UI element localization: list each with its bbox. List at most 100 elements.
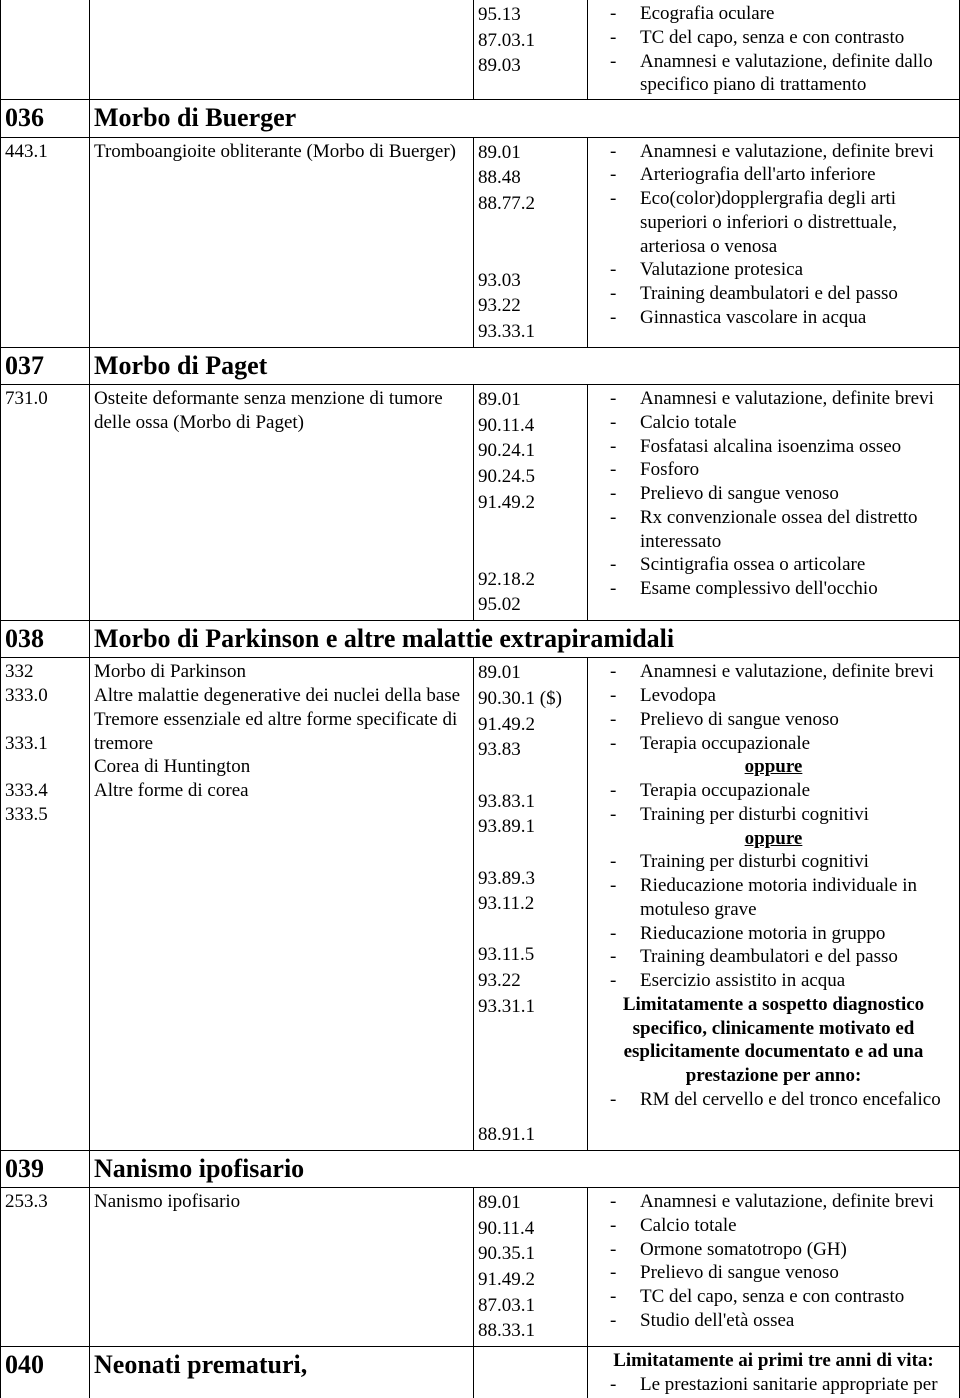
section-number: 038	[1, 620, 90, 658]
diagnosis-cell: Tromboangioite obliterante (Morbo di Bue…	[90, 137, 474, 347]
desc-item: Arteriografia dell'arto inferiore	[592, 163, 955, 187]
icd-cell: 731.0	[1, 385, 90, 621]
desc-item: Prelievo di sangue venoso	[592, 1261, 955, 1285]
section-title: Morbo di Buerger	[90, 100, 960, 138]
code: 90.24.1	[478, 438, 583, 464]
limitation-note: Limitatamente ai primi tre anni di vita:	[592, 1349, 955, 1373]
desc-item: Prelievo di sangue venoso	[592, 708, 955, 732]
code: 91.49.2	[478, 490, 583, 516]
code: 89.01	[478, 140, 583, 166]
desc-item: Studio dell'età ossea	[592, 1309, 955, 1333]
code: 89.01	[478, 1190, 583, 1216]
section-title: Morbo di Paget	[90, 347, 960, 385]
desc-item: TC del capo, senza e con contrasto	[592, 26, 955, 50]
diagnosis-cell: Osteite deformante senza menzione di tum…	[90, 385, 474, 621]
icd-code: 333.5	[5, 803, 85, 827]
descriptions-cell: Limitatamente ai primi tre anni di vita:…	[588, 1346, 960, 1398]
desc-item: Training per disturbi cognitivi	[592, 850, 955, 874]
section-title: Nanismo ipofisario	[90, 1150, 960, 1188]
oppure-label: oppure	[592, 755, 955, 779]
diagnosis: Tremore essenziale ed altre forme specif…	[94, 708, 469, 756]
section-number: 039	[1, 1150, 90, 1188]
table-row: 332 333.0 333.1 333.4 333.5 Morbo di Par…	[1, 658, 960, 1150]
diagnosis-cell: Nanismo ipofisario	[90, 1188, 474, 1347]
codes-cell: 95.13 87.03.1 89.03	[474, 0, 588, 100]
section-header: 039 Nanismo ipofisario	[1, 1150, 960, 1188]
descriptions-cell: Anamnesi e valutazione, definite brevi A…	[588, 137, 960, 347]
code: 93.83.1	[478, 789, 583, 815]
icd-cell	[1, 0, 90, 100]
code: 93.03	[478, 268, 583, 294]
desc-item: Training deambulatori e del passo	[592, 945, 955, 969]
desc-item: Eco(color)dopplergrafia degli arti super…	[592, 187, 955, 258]
section-number: 036	[1, 100, 90, 138]
section-number: 040	[1, 1346, 90, 1398]
codes-cell: 89.01 90.11.4 90.24.1 90.24.5 91.49.2 92…	[474, 385, 588, 621]
code: 93.11.5	[478, 942, 583, 968]
code: 88.91.1	[478, 1122, 583, 1148]
desc-item: Anamnesi e valutazione, definite brevi	[592, 1190, 955, 1214]
icd-code: 333.0	[5, 684, 85, 708]
code: 89.01	[478, 660, 583, 686]
section-header: 036 Morbo di Buerger	[1, 100, 960, 138]
code: 93.33.1	[478, 319, 583, 345]
desc-item: Fosfatasi alcalina isoenzima osseo	[592, 435, 955, 459]
icd-cell: 443.1	[1, 137, 90, 347]
code: 90.35.1	[478, 1241, 583, 1267]
icd-code: 333.4	[5, 779, 85, 803]
table-row: 731.0 Osteite deformante senza menzione …	[1, 385, 960, 621]
diagnosis: Altre forme di corea	[94, 779, 469, 803]
section-title: Morbo di Parkinson e altre malattie extr…	[90, 620, 960, 658]
desc-item: Anamnesi e valutazione, definite dallo s…	[592, 50, 955, 98]
code: 92.18.2	[478, 567, 583, 593]
diagnosis: Altre malattie degenerative dei nuclei d…	[94, 684, 469, 708]
code: 93.22	[478, 968, 583, 994]
section-header: 038 Morbo di Parkinson e altre malattie …	[1, 620, 960, 658]
code: 89.03	[478, 53, 583, 79]
descriptions-cell: Anamnesi e valutazione, definite brevi L…	[588, 658, 960, 1150]
code: 90.11.4	[478, 1216, 583, 1242]
code: 93.89.3	[478, 866, 583, 892]
code: 91.49.2	[478, 1267, 583, 1293]
code: 87.03.1	[478, 28, 583, 54]
desc-item: Anamnesi e valutazione, definite brevi	[592, 660, 955, 684]
descriptions-cell: Anamnesi e valutazione, definite brevi C…	[588, 1188, 960, 1347]
section-number: 037	[1, 347, 90, 385]
code: 89.01	[478, 387, 583, 413]
codes-cell: 89.01 90.30.1 ($) 91.49.2 93.83 93.83.1 …	[474, 658, 588, 1150]
code: 91.49.2	[478, 712, 583, 738]
section-header: 037 Morbo di Paget	[1, 347, 960, 385]
code: 93.83	[478, 737, 583, 763]
icd-cell: 332 333.0 333.1 333.4 333.5	[1, 658, 90, 1150]
icd-code: 333.1	[5, 732, 85, 756]
desc-item: Fosforo	[592, 458, 955, 482]
diagnosis: Corea di Huntington	[94, 755, 469, 779]
table-row: 443.1 Tromboangioite obliterante (Morbo …	[1, 137, 960, 347]
code: 90.11.4	[478, 413, 583, 439]
desc-item: Scintigrafia ossea o articolare	[592, 553, 955, 577]
code: 93.31.1	[478, 994, 583, 1020]
section-header: 040 Neonati prematuri, Limitatamente ai …	[1, 1346, 960, 1398]
desc-item: TC del capo, senza e con contrasto	[592, 1285, 955, 1309]
desc-item: Calcio totale	[592, 1214, 955, 1238]
code: 95.02	[478, 592, 583, 618]
codes-cell: 89.01 90.11.4 90.35.1 91.49.2 87.03.1 88…	[474, 1188, 588, 1347]
code: 93.22	[478, 293, 583, 319]
oppure-label: oppure	[592, 827, 955, 851]
diagnosis-cell: Morbo di Parkinson Altre malattie degene…	[90, 658, 474, 1150]
code: 90.24.5	[478, 464, 583, 490]
desc-item: Training deambulatori e del passo	[592, 282, 955, 306]
icd-code: 332	[5, 660, 85, 684]
desc-item: Ginnastica vascolare in acqua	[592, 306, 955, 330]
diagnosis-cell	[90, 0, 474, 100]
section-title: Neonati prematuri,	[90, 1346, 474, 1398]
desc-item: Valutazione protesica	[592, 258, 955, 282]
desc-item: Terapia occupazionale	[592, 779, 955, 803]
code: 88.48	[478, 165, 583, 191]
code: 87.03.1	[478, 1293, 583, 1319]
limitation-note: Limitatamente a sospetto diagnostico spe…	[592, 993, 955, 1088]
code: 90.30.1 ($)	[478, 686, 583, 712]
code: 95.13	[478, 2, 583, 28]
desc-item: Esame complessivo dell'occhio	[592, 577, 955, 601]
desc-item: Calcio totale	[592, 411, 955, 435]
